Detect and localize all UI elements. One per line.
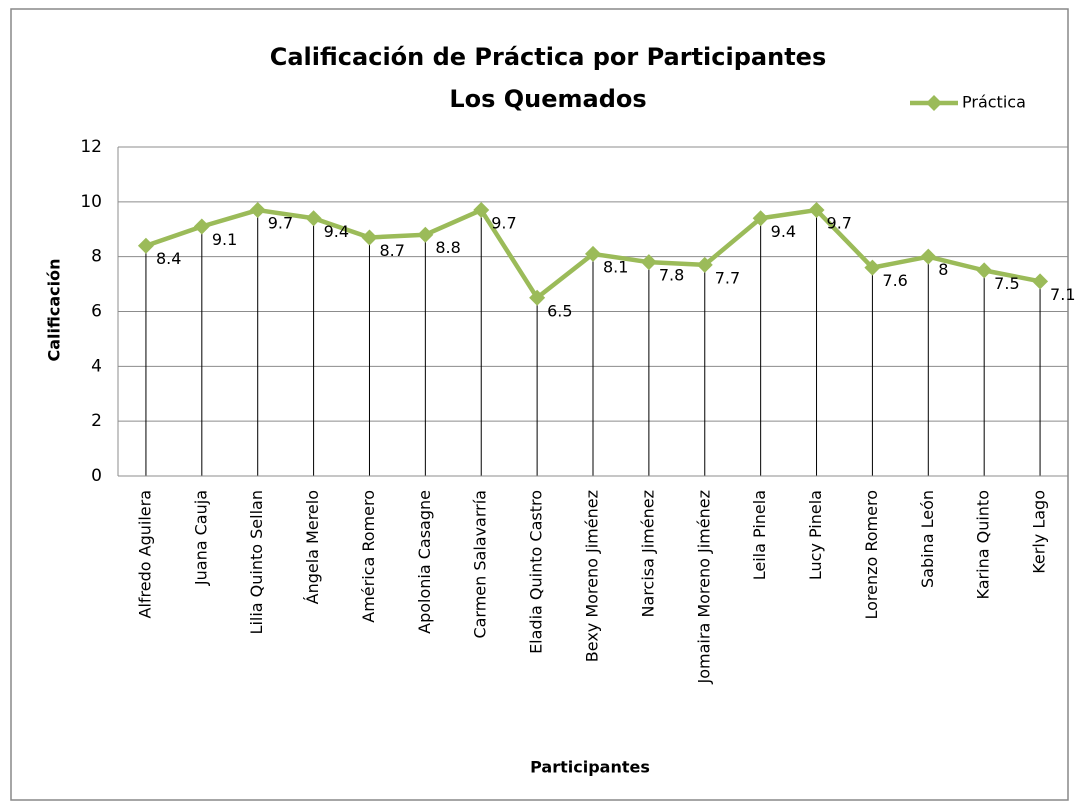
- y-axis-label: Calificación: [45, 259, 64, 362]
- data-point: [864, 259, 881, 276]
- data-label: 7.7: [715, 268, 740, 287]
- x-tick-label: Ángela Merelo: [303, 490, 322, 604]
- data-label: 8.1: [603, 257, 628, 276]
- y-tick-label: 0: [91, 466, 102, 486]
- legend-marker: [926, 95, 942, 111]
- x-tick-label: Kerly Lago: [1030, 490, 1049, 574]
- data-point: [473, 202, 490, 219]
- data-label: 7.6: [882, 271, 907, 290]
- x-tick-label: Bexy Moreno Jiménez: [583, 490, 602, 662]
- data-point: [137, 237, 154, 254]
- x-axis-label: Participantes: [530, 758, 650, 777]
- data-point: [976, 262, 993, 279]
- x-tick-label: Lorenzo Romero: [862, 490, 881, 620]
- data-label: 8.4: [156, 249, 181, 268]
- data-point: [808, 202, 825, 219]
- x-tick-label: Leila Pinela: [750, 490, 769, 580]
- data-label: 7.1: [1050, 285, 1075, 304]
- x-tick-label: Sabina León: [918, 490, 937, 588]
- data-label: 9.7: [827, 214, 852, 233]
- x-tick-label: Jomaira Moreno Jiménez: [694, 490, 713, 684]
- data-label: 9.4: [771, 222, 796, 241]
- data-label: 7.5: [994, 274, 1019, 293]
- x-tick-label: Alfredo Aguilera: [135, 490, 154, 618]
- data-label: 8.7: [379, 241, 404, 260]
- x-tick-label: Eladia Quinto Castro: [527, 490, 546, 654]
- x-tick-label: Apolonia Casagne: [415, 490, 434, 634]
- y-tick-label: 10: [80, 192, 102, 212]
- data-point: [585, 245, 601, 262]
- data-label: 9.1: [212, 230, 237, 249]
- data-label: 9.7: [491, 214, 516, 233]
- data-label: 9.7: [268, 214, 293, 233]
- y-tick-label: 6: [91, 302, 102, 322]
- data-point: [305, 210, 322, 227]
- y-tick-label: 4: [91, 356, 102, 376]
- data-point: [249, 202, 266, 219]
- data-point: [752, 210, 769, 227]
- data-point: [529, 289, 546, 306]
- y-tick-label: 2: [91, 411, 102, 431]
- x-tick-label: Carmen Salavarría: [471, 490, 490, 639]
- data-point: [1032, 273, 1049, 290]
- chart-subtitle: Los Quemados: [449, 85, 646, 113]
- x-tick-label: Juana Cauja: [191, 490, 210, 586]
- data-point: [640, 254, 657, 271]
- y-tick-label: 8: [91, 247, 102, 267]
- data-point: [920, 248, 937, 265]
- x-tick-label: Karina Quinto: [974, 490, 993, 599]
- data-point: [193, 218, 210, 235]
- chart-title: Calificación de Práctica por Participant…: [270, 43, 826, 71]
- y-tick-label: 12: [80, 137, 102, 157]
- legend-label: Práctica: [962, 93, 1026, 112]
- data-label: 9.4: [324, 222, 349, 241]
- x-tick-label: América Romero: [359, 490, 378, 623]
- data-point: [696, 256, 713, 273]
- data-label: 8: [938, 260, 948, 279]
- x-tick-label: Narcisa Jiménez: [638, 490, 657, 617]
- data-label: 8.8: [435, 238, 460, 257]
- data-label: 7.8: [659, 266, 684, 285]
- data-point: [417, 226, 434, 243]
- x-tick-label: Lucy Pinela: [806, 490, 825, 580]
- data-label: 6.5: [547, 301, 572, 320]
- x-tick-label: Lilia Quinto Sellan: [247, 490, 266, 634]
- chart-border: [10, 8, 1069, 801]
- data-point: [361, 229, 378, 246]
